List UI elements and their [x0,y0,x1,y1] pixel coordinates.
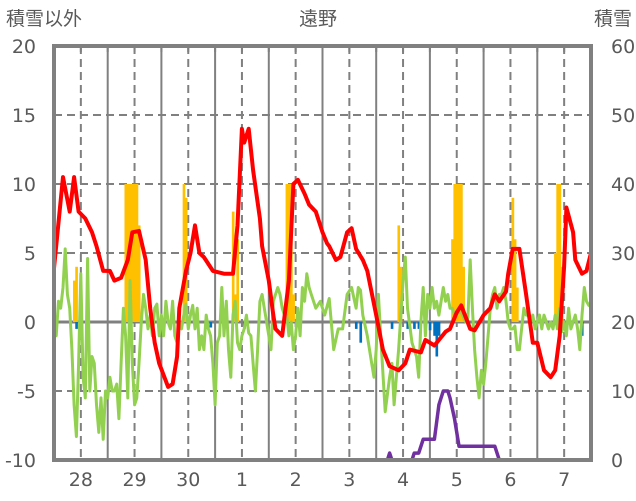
orange-bar [137,225,141,322]
y-right-tick-label: 20 [611,312,635,334]
x-tick-label: 29 [122,469,146,491]
orange-bar [397,225,401,322]
orange-bar [516,287,519,322]
y-left-tick-label: 5 [24,243,36,265]
orange-bar [556,184,559,322]
orange-bar [292,294,295,322]
x-tick-label: 6 [504,469,516,491]
right-axis-title: 積雪 [594,8,632,30]
orange-bar [455,184,459,322]
y-right-tick-label: 50 [611,105,635,127]
orange-bar [285,184,289,322]
orange-bar [182,184,186,322]
blue-bar [433,322,436,336]
y-left-tick-label: 20 [12,36,36,58]
x-tick-label: 2 [290,469,302,491]
blue-bar [437,322,441,336]
blue-bar [413,322,416,329]
y-right-tick-label: 0 [611,450,623,472]
blue-bar [209,322,213,328]
blue-bar [435,322,439,357]
x-tick-label: 30 [176,469,200,491]
orange-bar [460,184,463,322]
x-tick-label: 4 [397,469,409,491]
orange-bar [184,197,188,322]
chart-title: 遠野 [299,8,337,30]
orange-bar [131,184,134,322]
blue-bar [359,322,363,343]
green-line [52,247,591,441]
red-line [52,126,593,389]
x-tick-label: 7 [558,469,570,491]
orange-bar [124,184,128,322]
y-left-tick-label: 0 [24,312,36,334]
orange-bar [236,239,239,322]
orange-bar [451,239,454,322]
orange-bar [457,184,461,322]
orange-bar [462,266,465,322]
y-right-tick-label: 60 [611,36,635,58]
blue-bar [390,322,394,329]
y-left-tick-label: -5 [17,381,36,403]
left-axis-title: 積雪以外 [6,8,82,30]
orange-bar [511,197,515,322]
blue-bar [417,322,421,329]
orange-bar [558,184,562,322]
x-tick-label: 5 [451,469,463,491]
orange-bar [135,184,139,322]
y-right-tick-label: 30 [611,243,635,265]
y-left-tick-label: 10 [12,174,36,196]
y-right-tick-label: 40 [611,174,635,196]
orange-bar [73,280,76,322]
x-tick-label: 1 [236,469,248,491]
x-tick-label: 28 [69,469,93,491]
y-left-tick-label: -10 [5,450,36,472]
y-left-tick-label: 15 [12,105,36,127]
blue-bar [406,322,410,329]
blue-bar [75,322,78,329]
orange-bar [453,184,457,322]
orange-bar [75,266,78,322]
blue-bar [354,322,358,329]
y-right-tick-label: 10 [611,381,635,403]
orange-bar [513,239,517,322]
x-tick-label: 3 [343,469,355,491]
blue-bar [428,322,432,331]
orange-bar [133,184,137,322]
orange-bar [554,253,557,322]
